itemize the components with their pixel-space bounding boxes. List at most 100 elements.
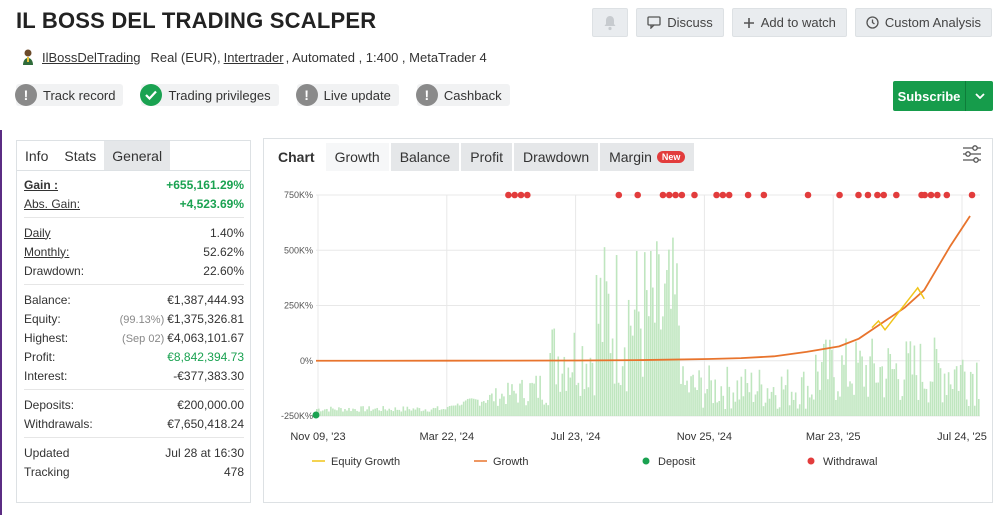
volume-bar	[716, 402, 719, 416]
volume-bar	[493, 401, 495, 416]
stat-deposits: Deposits: €200,000.00	[24, 395, 244, 414]
withdrawal-marker	[934, 191, 941, 199]
volume-bar	[879, 367, 881, 416]
badge-track-record[interactable]: ! Track record	[15, 84, 124, 106]
divider	[24, 389, 244, 390]
tab-profit[interactable]: Profit	[461, 143, 512, 171]
badge-live-update[interactable]: ! Live update	[295, 84, 399, 106]
volume-bar	[666, 270, 668, 416]
notification-button[interactable]	[592, 8, 629, 37]
volume-bar	[682, 366, 684, 416]
volume-bar	[971, 373, 974, 416]
volume-bar	[615, 255, 618, 416]
stat-label[interactable]: Abs. Gain:	[24, 196, 81, 211]
volume-bar	[412, 408, 415, 416]
volume-bar	[583, 389, 586, 416]
volume-bar	[881, 366, 884, 416]
volume-bar	[847, 386, 849, 416]
clock-icon	[866, 16, 879, 29]
volume-bar	[394, 407, 397, 416]
withdrawal-marker	[615, 191, 623, 199]
volume-bar	[448, 406, 451, 416]
tab-margin[interactable]: Margin New	[600, 143, 695, 171]
tab-general[interactable]: General	[104, 141, 171, 170]
volume-bar	[815, 354, 817, 416]
volume-bar	[470, 398, 473, 416]
volume-bar	[567, 367, 570, 416]
volume-bar	[668, 249, 670, 416]
volume-bar	[629, 325, 632, 416]
broker-link[interactable]: Intertrader	[223, 49, 284, 65]
stat-label[interactable]: Gain :	[24, 177, 59, 192]
volume-bar	[497, 405, 499, 416]
add-to-watch-button[interactable]: Add to watch	[731, 8, 847, 37]
volume-bar	[424, 409, 427, 416]
volume-bar	[553, 328, 556, 416]
settings-sliders-icon[interactable]	[962, 145, 982, 168]
stat-label: Profit:	[24, 349, 56, 364]
volume-bar	[354, 409, 356, 416]
volume-bar	[823, 343, 825, 416]
volume-bar	[541, 399, 543, 416]
volume-bar	[392, 411, 395, 416]
exclamation-icon: !	[415, 84, 438, 106]
volume-bar	[480, 401, 483, 416]
subscribe-label[interactable]: Subscribe	[897, 88, 961, 104]
stat-label[interactable]: Monthly:	[24, 244, 70, 259]
discuss-button[interactable]: Discuss	[636, 8, 724, 37]
volume-bar	[599, 277, 602, 416]
volume-bar	[710, 380, 712, 416]
volume-bar	[907, 353, 910, 416]
badge-trading-privileges[interactable]: Trading privileges	[140, 84, 279, 106]
badge-cashback[interactable]: ! Cashback	[415, 84, 510, 106]
volume-bar	[724, 409, 727, 416]
tab-stats[interactable]: Stats	[56, 141, 105, 170]
volume-bar	[452, 405, 455, 416]
volume-bar	[794, 392, 797, 416]
withdrawal-marker	[855, 191, 862, 199]
volume-bar	[635, 251, 638, 416]
tab-margin-label: Margin	[609, 149, 652, 165]
volume-bar	[786, 369, 789, 416]
tab-balance[interactable]: Balance	[390, 143, 460, 171]
stat-label[interactable]: Daily	[24, 225, 51, 240]
volume-bar	[676, 263, 678, 416]
volume-bar	[784, 385, 787, 416]
volume-bar	[406, 406, 409, 416]
volume-bar	[704, 393, 706, 416]
owner-link[interactable]: IlBossDelTrading	[42, 49, 141, 65]
volume-bar	[780, 376, 783, 416]
stat-label: Tracking	[24, 464, 70, 479]
growth-chart[interactable]: 750K% 500K% 250K% 0% -250K% Nov 09, '23 Mar 2…	[264, 179, 992, 499]
volume-bar	[609, 353, 612, 416]
legend-label: Equity Growth	[331, 456, 400, 468]
volume-bar	[696, 390, 698, 416]
stat-drawdown: Drawdown: 22.60%	[24, 261, 244, 280]
custom-analysis-button[interactable]: Custom Analysis	[854, 8, 992, 37]
tab-info[interactable]: Info	[17, 141, 57, 170]
volume-bar	[390, 410, 393, 416]
volume-bar	[672, 237, 674, 416]
chart-panel: Chart Growth Balance Profit Drawdown Mar…	[263, 138, 993, 503]
volume-bar	[577, 382, 580, 416]
volume-bar	[460, 404, 463, 416]
volume-bar	[835, 399, 837, 416]
chevron-down-icon[interactable]	[965, 81, 993, 111]
tab-drawdown[interactable]: Drawdown	[513, 143, 599, 171]
volume-bar	[416, 407, 419, 416]
tab-growth[interactable]: Growth	[325, 143, 389, 171]
subscribe-button[interactable]: Subscribe	[893, 81, 993, 111]
volume-bar	[364, 411, 366, 416]
tab-chart[interactable]: Chart	[269, 143, 324, 171]
volume-bar	[360, 406, 362, 416]
volume-bar	[569, 377, 572, 416]
stat-value: 22.60%	[203, 263, 244, 278]
volume-bar	[356, 410, 358, 416]
volume-bar	[887, 348, 890, 416]
volume-bar	[487, 399, 489, 416]
volume-bar	[905, 341, 908, 416]
volume-bar	[382, 406, 384, 416]
volume-bar	[322, 410, 324, 416]
withdrawal-marker	[874, 191, 881, 199]
volume-bar	[525, 405, 527, 416]
